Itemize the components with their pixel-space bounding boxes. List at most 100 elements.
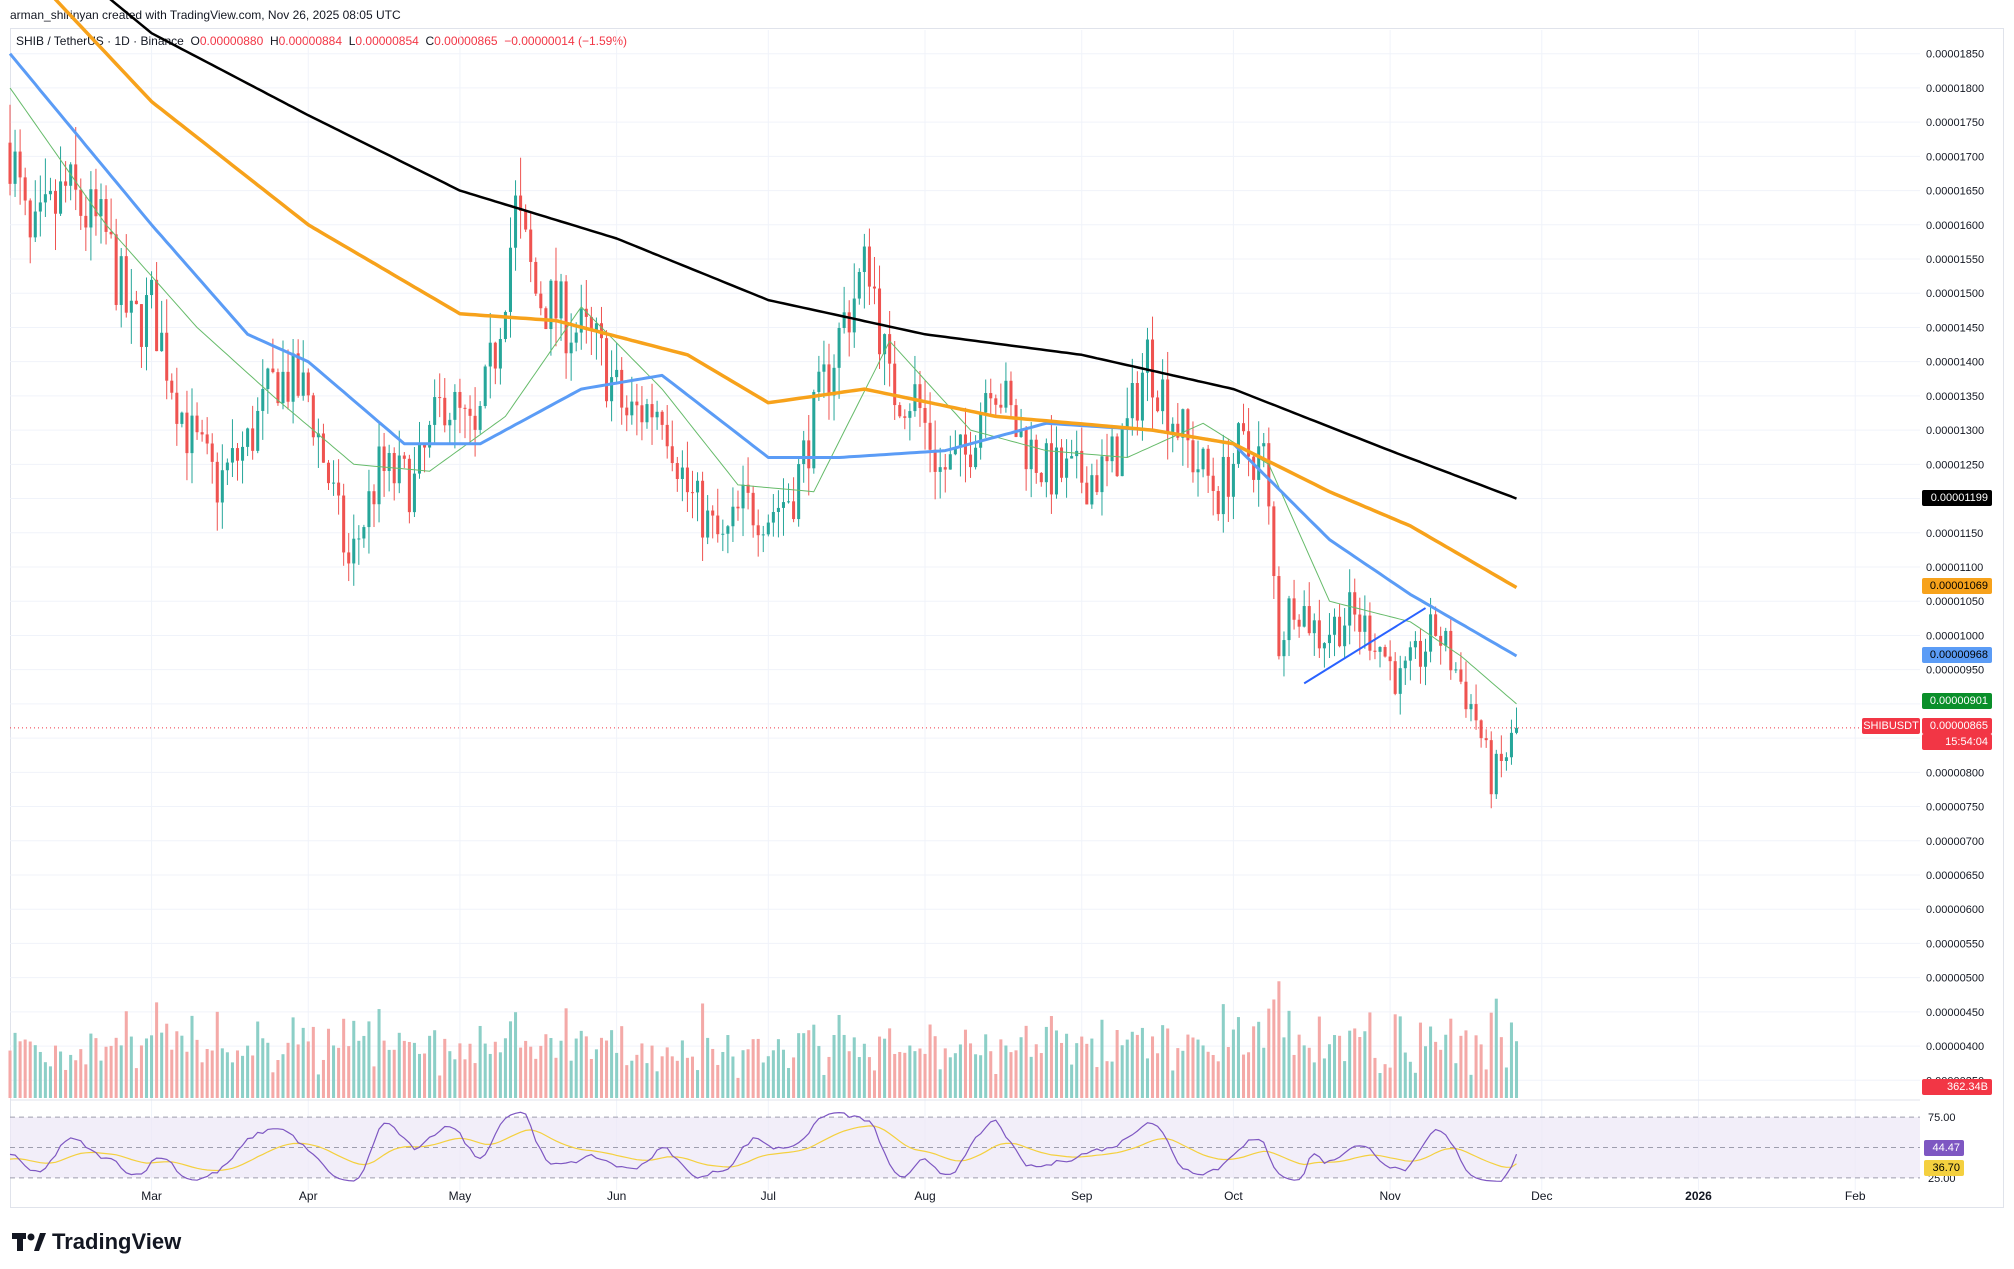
- candle-body: [1211, 475, 1215, 492]
- candle-body: [842, 312, 846, 328]
- volume-bar: [1206, 1051, 1210, 1098]
- candle-body: [635, 401, 639, 406]
- volume-bar: [261, 1038, 265, 1098]
- candle-body: [974, 447, 978, 468]
- volume-bar: [1439, 1049, 1443, 1098]
- candle-body: [1080, 450, 1084, 483]
- tradingview-brand[interactable]: TradingView: [12, 1229, 181, 1255]
- candle-body: [802, 440, 806, 465]
- volume-bar: [660, 1056, 664, 1098]
- candle-body: [524, 211, 528, 230]
- candle-body: [1287, 598, 1291, 641]
- candle-body: [1110, 436, 1114, 462]
- volume-bar: [337, 1047, 341, 1098]
- candle-body: [8, 142, 12, 184]
- volume-bar: [827, 1056, 831, 1098]
- candle-body: [109, 231, 113, 235]
- candle-body: [746, 484, 750, 493]
- volume-bar: [423, 1053, 427, 1098]
- candle-body: [1388, 656, 1392, 662]
- volume-bar: [1368, 1012, 1372, 1098]
- candle-body: [180, 412, 184, 424]
- candle-body: [1039, 472, 1043, 483]
- candle-body: [640, 405, 644, 423]
- candle-body: [554, 280, 558, 319]
- candle-body: [1327, 634, 1331, 644]
- candle-body: [241, 446, 245, 461]
- candle-body: [215, 461, 219, 503]
- volume-bar: [1277, 981, 1281, 1098]
- candle-body: [1161, 379, 1165, 412]
- volume-bar: [271, 1072, 275, 1098]
- volume-bar: [1252, 1026, 1256, 1098]
- volume-bar: [114, 1037, 118, 1098]
- candle-body: [969, 454, 973, 468]
- candle-body: [1322, 643, 1326, 649]
- volume-bar: [1358, 1037, 1362, 1098]
- candle-body: [402, 455, 406, 459]
- volume-bar: [1110, 1061, 1114, 1098]
- candle-body: [1459, 669, 1463, 682]
- open-value: 0.00000880: [199, 34, 264, 48]
- volume-bar: [1297, 1034, 1301, 1098]
- volume-bar: [1065, 1033, 1069, 1098]
- volume-bar: [1145, 1058, 1149, 1098]
- candle-body: [1065, 458, 1069, 478]
- volume-bar: [1449, 1018, 1453, 1098]
- volume-bar: [731, 1056, 735, 1098]
- volume-bar: [1474, 1035, 1478, 1098]
- volume-bar: [984, 1034, 988, 1098]
- candle-body: [508, 247, 513, 312]
- candle-body: [979, 412, 983, 448]
- candle-body: [569, 342, 573, 354]
- volume-bar: [1105, 1061, 1109, 1098]
- candle-body: [893, 363, 897, 406]
- candle-body: [913, 384, 917, 412]
- low-label: L: [348, 34, 356, 48]
- candle-body: [1312, 620, 1316, 634]
- candle-body: [756, 525, 760, 536]
- volume-bar: [1130, 1031, 1134, 1098]
- candle-body: [220, 470, 224, 503]
- candle-body: [74, 164, 78, 190]
- x-tick-label: Sep: [1071, 1189, 1093, 1203]
- candle-body: [352, 538, 356, 564]
- volume-bar: [23, 1039, 27, 1098]
- candle-body: [1151, 339, 1155, 398]
- candle-body: [1423, 651, 1428, 667]
- candle-body: [549, 280, 553, 330]
- volume-bar: [564, 1008, 568, 1098]
- candle-body: [1393, 661, 1397, 694]
- candle-body: [114, 234, 118, 305]
- candle-body: [1206, 448, 1210, 476]
- volume-bar: [256, 1021, 260, 1098]
- volume-bar: [1282, 1037, 1286, 1098]
- volume-bar: [397, 1032, 401, 1098]
- candle-body: [1454, 669, 1458, 671]
- volume-bar: [756, 1038, 760, 1098]
- volume-bar: [1060, 1042, 1064, 1098]
- volume-bar: [1398, 1016, 1402, 1098]
- volume-bar: [1216, 1061, 1220, 1098]
- candle-body: [1024, 429, 1028, 470]
- candle-body: [701, 480, 705, 538]
- y-tick-label: 0.00000950: [1926, 665, 1984, 677]
- volume-bar: [640, 1043, 644, 1098]
- symbol-title[interactable]: SHIB / TetherUS · 1D · Binance: [16, 34, 184, 48]
- volume-bar: [99, 1060, 103, 1098]
- volume-bar: [200, 1062, 204, 1098]
- rsi-ma-line: [9, 1125, 1517, 1172]
- candle-body: [1252, 456, 1256, 480]
- candle-body: [1135, 382, 1139, 421]
- candle-body: [1196, 469, 1200, 473]
- volume-bar: [1343, 1061, 1347, 1098]
- candle-body: [407, 458, 411, 513]
- candle-body: [817, 371, 821, 392]
- candle-body: [888, 334, 892, 364]
- candle-body: [1408, 647, 1412, 661]
- candle-body: [291, 353, 295, 402]
- volume-bar: [1434, 1041, 1438, 1098]
- volume-bar: [129, 1036, 133, 1098]
- volume-bar: [1429, 1026, 1433, 1098]
